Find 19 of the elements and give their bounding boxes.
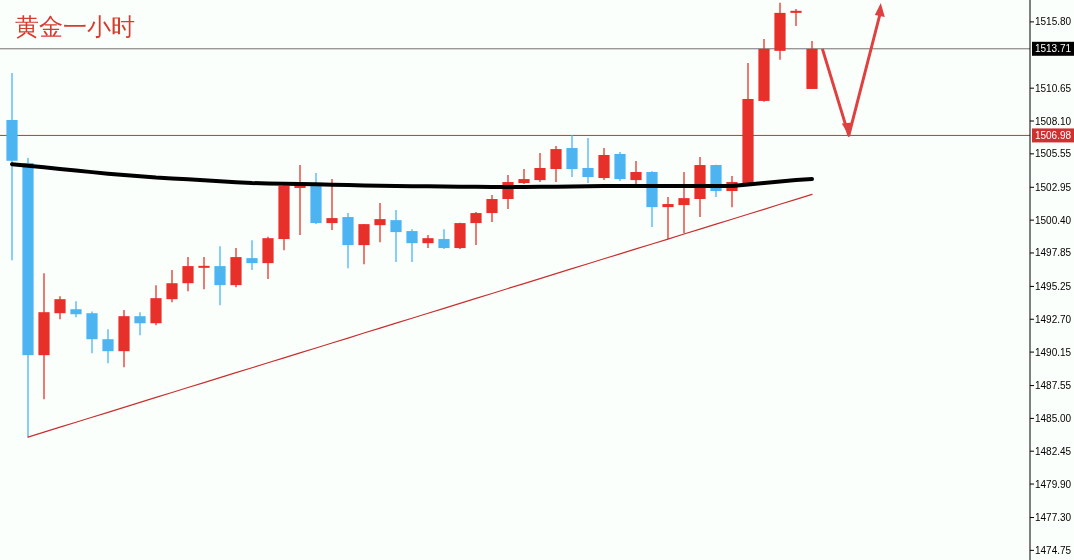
ytick: 1508.10: [1035, 115, 1072, 127]
ytick: 1490.15: [1035, 346, 1072, 358]
ytick: 1497.85: [1035, 247, 1072, 259]
ytick: 1500.40: [1035, 214, 1072, 226]
ytick: 1502.95: [1035, 181, 1072, 193]
ytick: 1479.90: [1035, 478, 1072, 490]
ytick: 1495.25: [1035, 280, 1072, 292]
ref-label: 1506.98: [1034, 129, 1072, 141]
ref-label: 1513.71: [1034, 43, 1072, 55]
ytick: 1505.55: [1035, 148, 1072, 160]
ytick: 1492.70: [1035, 313, 1072, 325]
ytick: 1487.55: [1035, 380, 1072, 392]
title: 黄金一小时: [15, 13, 135, 41]
ytick: 1482.45: [1035, 445, 1072, 457]
ytick: 1474.75: [1035, 544, 1072, 556]
ytick: 1515.80: [1035, 16, 1072, 28]
ytick: 1485.00: [1035, 412, 1072, 424]
ytick: 1510.65: [1035, 82, 1072, 94]
ytick: 1477.30: [1035, 512, 1072, 523]
